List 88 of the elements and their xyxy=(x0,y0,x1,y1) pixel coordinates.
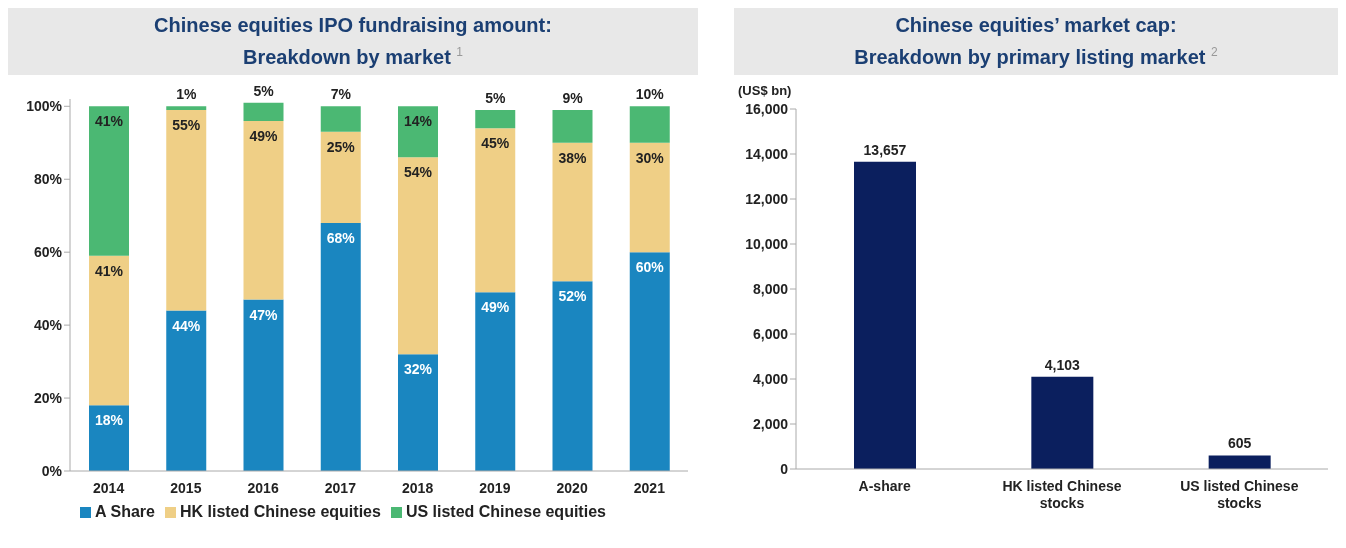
data-label: 9% xyxy=(562,89,584,106)
data-label: 605 xyxy=(1227,435,1252,452)
bar xyxy=(320,105,361,132)
bar xyxy=(166,109,207,311)
legend-label: A Share xyxy=(95,502,155,520)
data-label: 41% xyxy=(94,112,124,129)
data-label: 41% xyxy=(94,262,124,279)
x-tick-label: A-share xyxy=(858,477,911,494)
x-tick-label: 2014 xyxy=(93,479,125,496)
x-tick-label: 2015 xyxy=(170,479,202,496)
data-label: 52% xyxy=(558,288,588,305)
chart-title: Chinese equities IPO fundraising amount: xyxy=(153,13,553,38)
y-tick-label: 0 xyxy=(780,460,789,477)
data-label: 25% xyxy=(326,138,356,155)
bar xyxy=(398,105,438,158)
y-tick-label: 10,000 xyxy=(745,235,789,252)
bar xyxy=(89,255,129,406)
x-tick-label: 2017 xyxy=(324,479,357,496)
y-tick-label: 14,000 xyxy=(745,145,789,162)
bar xyxy=(854,161,916,469)
bar xyxy=(320,222,361,471)
y-tick-label: 2,000 xyxy=(752,415,789,432)
y-tick-label: 40% xyxy=(33,316,63,333)
y-tick-label: 12,000 xyxy=(745,190,789,207)
x-tick-label: 2020 xyxy=(556,479,588,496)
y-tick-label: 20% xyxy=(33,389,63,406)
bar xyxy=(89,405,129,471)
y-tick-label: 60% xyxy=(33,243,63,260)
bar xyxy=(1208,455,1271,469)
data-label: 18% xyxy=(94,412,124,429)
chart-subtitle: Breakdown by market $^{1}$ xyxy=(241,44,465,70)
data-label: 7% xyxy=(330,85,352,102)
legend-label: US listed Chinese equities xyxy=(405,502,606,520)
chart-title: Chinese equities’ market cap: xyxy=(894,13,1178,38)
bar xyxy=(629,105,670,143)
data-label: 60% xyxy=(635,258,665,275)
x-tick-label: US listed Chinese stocks xyxy=(1180,477,1299,511)
data-label: 49% xyxy=(481,298,510,315)
data-label: 5% xyxy=(253,82,275,99)
y-tick-label: 100% xyxy=(26,97,63,114)
data-label: 54% xyxy=(403,164,433,181)
data-label: 47% xyxy=(249,306,279,323)
bar xyxy=(475,109,516,128)
x-tick-label: 2019 xyxy=(479,479,511,496)
data-label: 32% xyxy=(403,360,433,377)
y-tick-label: 16,000 xyxy=(745,100,789,117)
y-tick-label: 4,000 xyxy=(752,370,789,387)
data-label: 68% xyxy=(326,229,356,246)
x-tick-label: 2016 xyxy=(247,479,279,496)
data-label: 45% xyxy=(481,134,510,151)
data-label: 55% xyxy=(172,116,201,133)
bar xyxy=(475,291,516,471)
data-label: 38% xyxy=(558,149,588,166)
data-label: 4,103 xyxy=(1044,356,1081,373)
x-tick-label: 2018 xyxy=(402,479,434,496)
y-tick-label: 80% xyxy=(33,170,63,187)
data-label: 49% xyxy=(249,127,279,144)
chart-subtitle: Breakdown by primary listing market $^{2}$ xyxy=(853,44,1219,70)
bar xyxy=(552,109,593,143)
bar xyxy=(243,102,284,121)
data-label: 10% xyxy=(635,85,665,102)
bar xyxy=(89,105,129,256)
bar xyxy=(552,142,593,282)
bar xyxy=(243,299,284,471)
y-tick-label: 6,000 xyxy=(752,325,789,342)
data-label: 13,657 xyxy=(863,141,907,158)
data-label: 30% xyxy=(635,149,665,166)
x-tick-label: HK listed Chinese stocks xyxy=(1002,477,1122,511)
bar xyxy=(398,157,438,354)
bar xyxy=(475,127,516,292)
bar xyxy=(166,105,207,110)
bar xyxy=(629,251,670,471)
bar xyxy=(398,353,438,471)
bar xyxy=(166,310,207,471)
bar xyxy=(1031,376,1094,469)
bar xyxy=(243,120,284,300)
data-label: 5% xyxy=(485,89,506,106)
legend-label: HK listed Chinese equities xyxy=(179,502,381,520)
data-label: 14% xyxy=(403,112,433,129)
bar xyxy=(320,131,361,223)
data-label: 1% xyxy=(176,85,197,102)
bar xyxy=(552,281,593,471)
bar xyxy=(629,142,670,252)
y-tick-label: 0% xyxy=(41,462,63,479)
data-label: 44% xyxy=(172,317,201,334)
y-axis-title: (US$ bn) xyxy=(738,82,792,98)
y-tick-label: 8,000 xyxy=(752,280,789,297)
x-tick-label: 2021 xyxy=(633,479,666,496)
